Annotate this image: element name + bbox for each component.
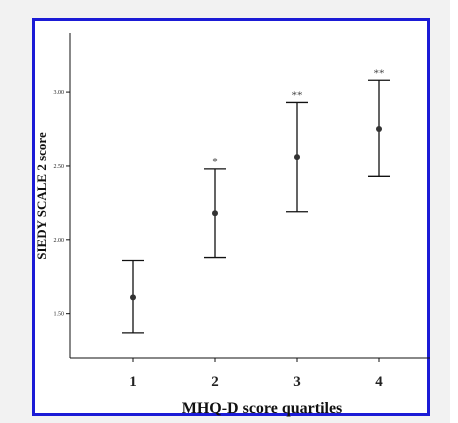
x-tick-label: 2 [211,374,219,390]
y-tick-label: 1.50 [54,312,65,318]
x-axis-title: MHQ-D score quartiles [182,400,343,417]
data-point [294,154,300,161]
significance-marker: * [212,156,218,168]
x-tick-label: 4 [375,374,383,390]
data-point [376,126,382,133]
significance-marker: ** [292,89,303,101]
figure-frame [32,18,430,416]
plot-area: 1.502.002.503.001 2 3 4***** [54,33,430,390]
y-tick-label: 2.00 [54,238,65,244]
y-tick-label: 2.50 [54,164,65,170]
y-axis-title: SIEDY SCALE 2 score [34,132,49,260]
significance-marker: ** [374,67,385,79]
y-tick-label: 3.00 [54,90,65,96]
data-point [130,294,136,301]
x-tick-label: 3 [293,374,301,390]
x-tick-label: 1 [129,374,137,390]
data-point [212,210,218,217]
